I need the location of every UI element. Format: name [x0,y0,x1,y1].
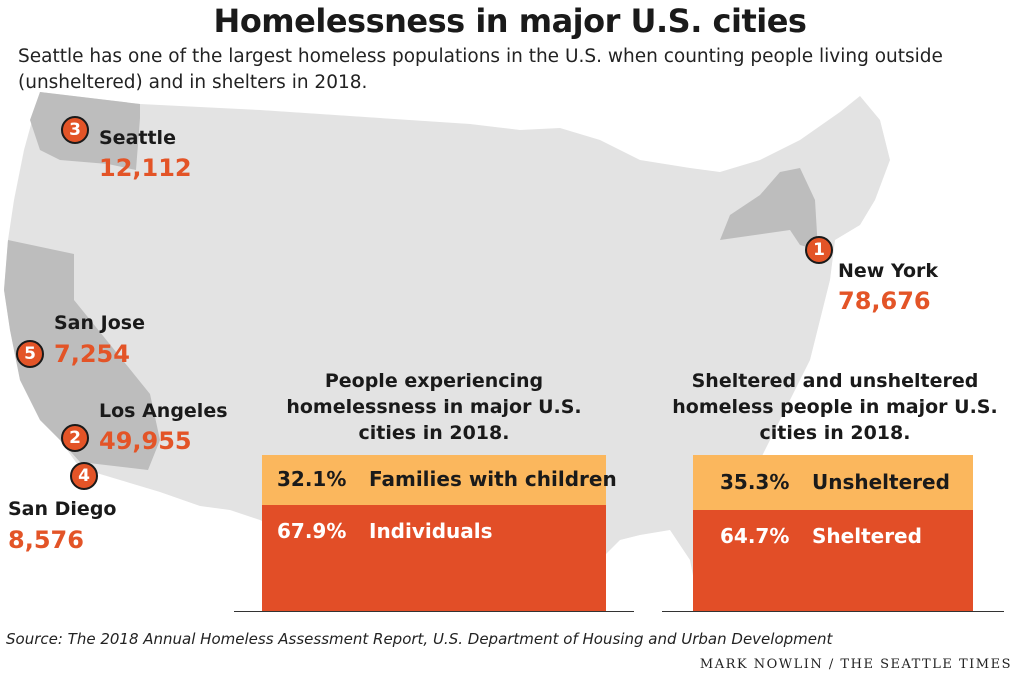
city-name-san-jose: San Jose [54,312,145,334]
source-note: Source: The 2018 Annual Homeless Assessm… [6,630,833,648]
new-york-state [720,168,818,250]
city-value-new-york: 78,676 [838,287,931,315]
category-label-unsheltered: Unsheltered [812,469,950,494]
category-label-sheltered: Sheltered [812,524,922,548]
bar-segment-sheltered [693,510,973,611]
category-label-families: Families with children [369,467,617,491]
credit-line: MARK NOWLIN / THE SEATTLE TIMES [699,657,1012,672]
category-label-individuals: Individuals [369,519,493,543]
bar-segment-individuals [262,505,606,611]
city-value-san-jose: 7,254 [54,340,130,368]
page-subtitle: Seattle has one of the largest homeless … [18,46,943,93]
bar-segment-families [262,455,606,505]
value-label-unsheltered: 35.3% [720,469,790,494]
page-title: Homelessness in major U.S. cities [213,2,807,40]
value-label-families: 32.1% [277,467,347,491]
chart-baseline-people [234,611,634,612]
us-map-outline [4,92,890,612]
value-label-individuals: 67.9% [277,519,347,543]
value-label-sheltered: 64.7% [720,524,790,548]
rank-badge-los-angeles: 2 [61,424,89,452]
rank-badge-new-york: 1 [805,236,833,264]
city-name-new-york: New York [838,260,939,282]
city-value-los-angeles: 49,955 [99,427,192,455]
rank-badge-san-diego: 4 [70,462,98,490]
city-value-san-diego: 8,576 [8,526,84,554]
chart-baseline-shelter [662,611,1004,612]
bar-segment-unsheltered [693,455,973,510]
chart-title-shelter: Sheltered and unsheltered homeless peopl… [672,370,998,444]
california-state [4,240,160,470]
city-name-san-diego: San Diego [8,498,117,520]
rank-badge-san-jose: 5 [16,340,44,368]
city-name-seattle: Seattle [99,127,176,149]
rank-badge-seattle: 3 [61,116,89,144]
city-name-los-angeles: Los Angeles [99,400,228,422]
chart-title-people: People experiencing homelessness in majo… [286,370,582,444]
city-value-seattle: 12,112 [99,154,192,182]
